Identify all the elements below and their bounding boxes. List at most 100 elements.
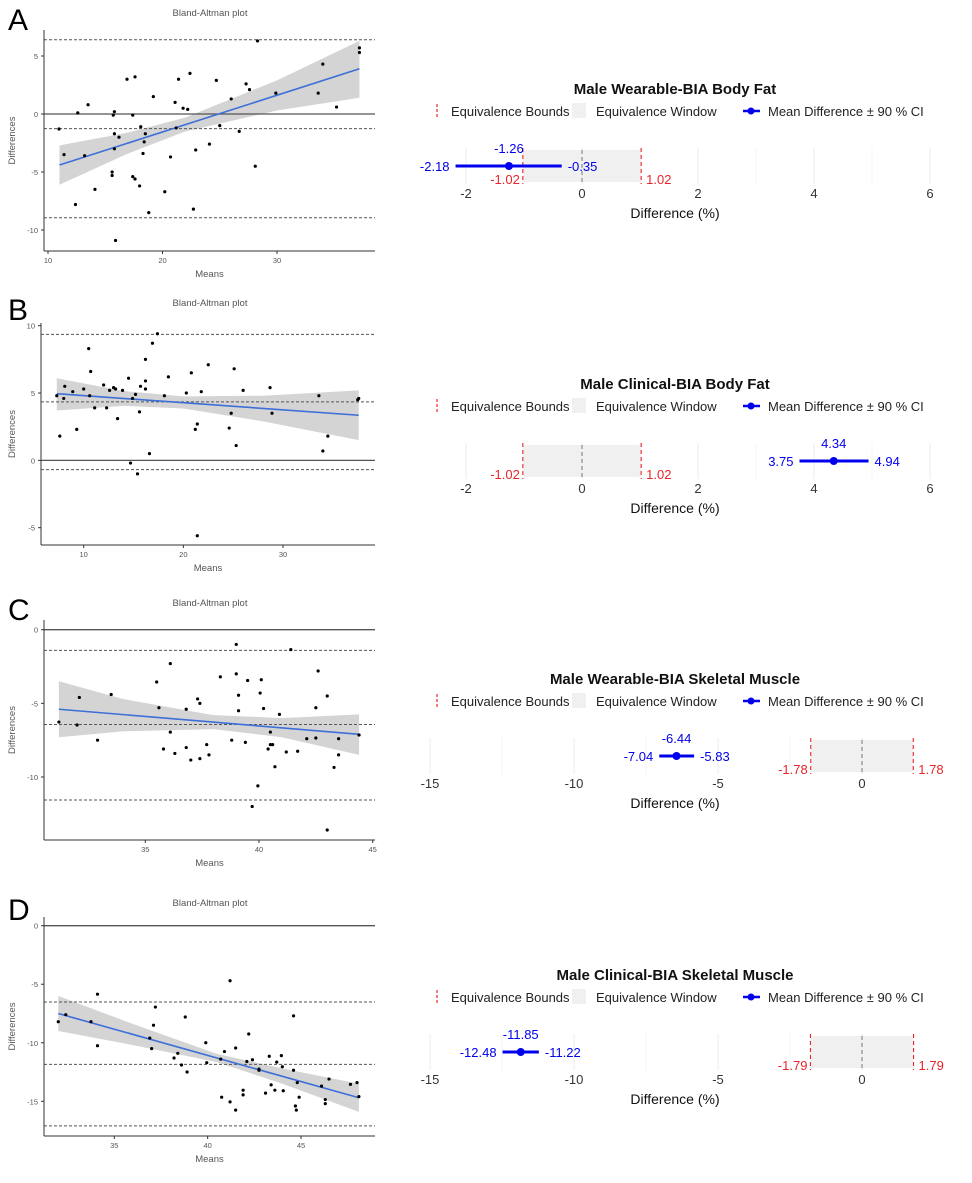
data-point: [319, 1084, 324, 1088]
ci-upper-label: 4.94: [875, 454, 900, 469]
legend-window-icon: [572, 989, 586, 1004]
data-point: [247, 1032, 251, 1036]
legend-mean-dot-icon: [747, 993, 755, 1001]
data-point: [316, 91, 320, 95]
plot-title: Bland-Altman plot: [173, 898, 248, 909]
data-point: [131, 113, 135, 117]
confidence-band: [58, 681, 360, 755]
data-point: [268, 742, 272, 747]
data-point: [274, 91, 278, 95]
data-point: [296, 749, 300, 753]
y-tick-label: -5: [28, 524, 35, 533]
upper-bound-label: 1.02: [646, 172, 671, 187]
data-point: [241, 1093, 245, 1097]
data-point: [112, 110, 117, 114]
panel-letter: C: [8, 594, 30, 627]
mean-label: -1.26: [494, 141, 524, 156]
data-point: [205, 1061, 209, 1065]
data-point: [151, 1023, 156, 1027]
data-point: [143, 387, 148, 391]
data-point: [336, 737, 341, 741]
x-tick-label: 45: [369, 845, 377, 854]
x-tick-label: 0: [578, 186, 585, 201]
data-point: [245, 1059, 249, 1064]
data-point: [168, 155, 173, 159]
ci-lower-label: 3.75: [768, 454, 793, 469]
data-point: [184, 707, 188, 711]
x-tick-label: 2: [694, 481, 701, 496]
bland-altman-plot-b: B Bland-Altman plot 10 20 30 10 5 0 -5 Means Diffe…: [7, 294, 375, 574]
data-point: [263, 1091, 268, 1095]
data-point: [172, 1056, 176, 1060]
y-tick-label: 10: [27, 322, 35, 331]
y-tick-label: 0: [31, 456, 35, 465]
data-point: [153, 1005, 157, 1009]
data-point: [247, 88, 252, 92]
data-point: [234, 642, 238, 647]
data-point: [229, 411, 233, 415]
data-point: [117, 135, 121, 139]
legend-bounds-label: Equivalence Bounds: [451, 694, 570, 709]
data-point: [130, 396, 135, 401]
data-point: [291, 1068, 296, 1072]
data-point: [143, 379, 148, 383]
x-tick-label: 2: [694, 186, 701, 201]
x-tick-label: 20: [158, 256, 166, 265]
data-point: [257, 1068, 261, 1072]
data-point: [259, 678, 263, 682]
ci-upper-label: -11.22: [545, 1045, 581, 1060]
data-point: [191, 207, 196, 211]
data-point: [82, 387, 86, 391]
ci-upper-label: -5.83: [700, 749, 730, 764]
data-point: [57, 720, 61, 724]
x-axis-label: Difference (%): [630, 1091, 719, 1107]
data-point: [323, 1097, 327, 1102]
data-point: [279, 1054, 283, 1058]
data-point: [110, 170, 114, 174]
equivalence-plot-d: Male Clinical-BIA Skeletal Muscle Equival…: [421, 967, 944, 1107]
data-point: [334, 105, 339, 109]
legend-window-icon: [572, 693, 586, 708]
data-point: [273, 1088, 277, 1092]
data-point: [199, 390, 203, 394]
data-point: [57, 127, 61, 131]
data-point: [147, 211, 151, 215]
data-point: [317, 394, 321, 398]
data-point: [250, 804, 254, 809]
data-point: [63, 384, 67, 388]
data-point: [194, 148, 198, 152]
data-point: [357, 46, 362, 50]
data-point: [56, 1020, 60, 1024]
legend-mean-label: Mean Difference ± 90 % CI: [768, 399, 924, 414]
data-point: [196, 697, 200, 701]
data-point: [189, 371, 193, 375]
plot-title: Bland-Altman plot: [173, 8, 248, 19]
data-point: [186, 107, 190, 111]
lower-bound-label: -1.78: [778, 762, 808, 777]
data-point: [168, 730, 172, 734]
ci-lower-label: -7.04: [624, 749, 654, 764]
data-point: [150, 341, 155, 345]
x-tick-label: 35: [110, 1141, 118, 1150]
plot-title: Male Wearable-BIA Skeletal Muscle: [550, 671, 800, 688]
x-tick-label: 10: [80, 550, 88, 559]
x-tick-label: -2: [460, 186, 472, 201]
x-tick-label: 30: [273, 256, 281, 265]
data-point: [295, 1080, 299, 1085]
data-point: [112, 147, 117, 151]
data-point: [176, 1051, 180, 1055]
x-tick-label: 6: [926, 186, 933, 201]
data-point: [198, 701, 202, 705]
legend-bounds-label: Equivalence Bounds: [451, 990, 570, 1005]
data-point: [143, 357, 148, 361]
data-point: [234, 1046, 238, 1050]
data-point: [277, 712, 282, 716]
x-axis-label: Means: [195, 1154, 224, 1165]
plot-title: Male Wearable-BIA Body Fat: [574, 81, 777, 98]
data-point: [83, 154, 87, 158]
data-point: [95, 1044, 100, 1048]
data-point: [244, 82, 248, 86]
x-axis-label: Difference (%): [630, 500, 719, 516]
data-point: [73, 202, 78, 207]
data-point: [218, 675, 222, 679]
